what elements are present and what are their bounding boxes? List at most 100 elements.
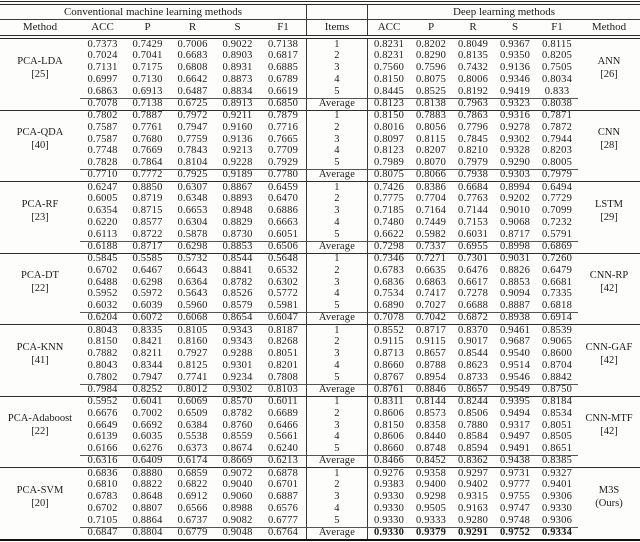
metric-value: 0.9328 xyxy=(499,145,531,157)
metric-value: 0.6702 xyxy=(87,503,118,514)
metric-value: 0.8606 xyxy=(373,408,405,419)
metric-value: 0.6166 xyxy=(87,443,118,455)
metric-value: 0.8674 xyxy=(222,443,253,455)
method-cell-right: CNN-MTF [42] xyxy=(578,397,640,456)
metric-value: 0.9302 xyxy=(499,134,531,145)
metric-value: 0.6737 xyxy=(177,515,208,526)
metric-value: 0.8760 xyxy=(222,420,253,431)
metric-value: 0.6240 xyxy=(267,443,299,455)
metric-value: 0.9540 xyxy=(499,348,531,360)
item-number: 4 xyxy=(306,288,368,301)
metric-value: 0.6276 xyxy=(132,443,163,455)
average-value: 0.7979 xyxy=(536,169,578,181)
metric-value: 0.6684 xyxy=(457,182,489,193)
metric-value: 0.8105 xyxy=(177,325,208,336)
metric-value: 0.6354 xyxy=(87,205,118,217)
item-number: 2 xyxy=(306,479,368,492)
metric-value: 0.7843 xyxy=(177,145,208,157)
average-value: 0.8998 xyxy=(494,240,536,253)
metric-value: 0.8807 xyxy=(132,503,163,514)
average-value: 0.6869 xyxy=(536,240,578,253)
metric-value: 0.6509 xyxy=(177,408,208,419)
metric-value: 0.8579 xyxy=(222,300,253,312)
metric-value: 0.8584 xyxy=(457,431,489,443)
col-header-p-left: P xyxy=(144,21,151,33)
metric-value: 0.7429 xyxy=(132,39,163,50)
metric-value: 0.5952 xyxy=(87,288,118,300)
metric-value: 0.8570 xyxy=(222,396,253,408)
metric-value: 0.7775 xyxy=(373,193,405,205)
average-value: 0.8669 xyxy=(215,455,260,467)
metric-value: 0.7979 xyxy=(457,157,489,169)
metric-value: 0.9333 xyxy=(415,515,447,526)
metric-value: 0.9327 xyxy=(541,468,573,479)
metric-value: 0.6913 xyxy=(132,86,163,97)
metric-value: 0.8954 xyxy=(415,372,447,383)
metric-value: 0.7880 xyxy=(457,420,489,431)
metric-value: 0.6789 xyxy=(267,74,299,85)
metric-value: 0.7164 xyxy=(415,205,447,217)
metric-value: 0.6642 xyxy=(177,74,208,85)
metric-value: 0.6113 xyxy=(87,229,118,240)
metric-value: 0.5972 xyxy=(132,288,163,300)
metric-value: 0.7560 xyxy=(373,62,405,74)
average-value: 0.6779 xyxy=(170,526,215,539)
header-columns-row: Method ACC P R S F1 Items ACC P R S F1 M… xyxy=(0,20,640,35)
metric-value: 0.8231 xyxy=(373,50,405,62)
method-ref: [22] xyxy=(31,426,49,438)
metric-value: 0.7669 xyxy=(132,145,163,157)
metric-value: 0.6384 xyxy=(177,420,208,431)
average-value: 0.6725 xyxy=(170,97,215,110)
metric-value: 0.7864 xyxy=(132,157,163,169)
metric-value: 0.7534 xyxy=(373,288,405,300)
metric-value: 0.8826 xyxy=(499,265,531,276)
metric-value: 0.9290 xyxy=(499,157,531,169)
header-bottom-rule xyxy=(0,35,640,39)
item-number: 5 xyxy=(306,515,368,527)
metric-value: 0.8834 xyxy=(222,86,253,97)
metric-value: 0.6031 xyxy=(457,229,489,240)
item-number: 5 xyxy=(306,86,368,98)
average-value: 0.6409 xyxy=(125,455,170,467)
metric-value: 0.7596 xyxy=(415,62,447,74)
method-name: PCA-RF xyxy=(21,198,59,210)
average-value: 0.6872 xyxy=(452,312,494,324)
metric-value: 0.9315 xyxy=(457,491,489,503)
metric-value: 0.9748 xyxy=(499,515,531,526)
item-number: 1 xyxy=(306,325,368,337)
metric-value: 0.8211 xyxy=(132,348,163,360)
metric-value: 0.7808 xyxy=(267,372,299,383)
metric-value: 0.6885 xyxy=(267,62,299,74)
metric-value: 0.8115 xyxy=(542,39,572,50)
metric-value: 0.7704 xyxy=(415,193,447,205)
method-name: PCA-Adaboost xyxy=(7,413,73,425)
metric-value: 0.6470 xyxy=(267,193,299,205)
metric-value: 0.7802 xyxy=(87,110,118,122)
metric-value: 0.9068 xyxy=(499,217,531,228)
item-number: 5 xyxy=(306,372,368,384)
average-value: 0.8385 xyxy=(536,455,578,467)
metric-value: 0.8850 xyxy=(132,182,163,193)
metric-value: 0.8049 xyxy=(457,39,489,50)
method-cell-left: PCA-DT [22] xyxy=(0,254,80,313)
metric-value: 0.8268 xyxy=(267,336,299,348)
col-header-acc-left: ACC xyxy=(91,21,114,33)
item-number: 1 xyxy=(306,39,368,51)
metric-value: 0.8201 xyxy=(267,360,299,371)
method-ref: [28] xyxy=(600,140,618,152)
metric-value: 0.8043 xyxy=(87,360,118,371)
metric-value: 0.6617 xyxy=(457,277,489,288)
metric-value: 0.8135 xyxy=(457,50,489,62)
method-ref: [25] xyxy=(31,68,49,80)
metric-value: 0.6887 xyxy=(267,491,299,503)
method-cell-right: M3S (Ours) xyxy=(578,468,640,527)
metric-value: 0.8544 xyxy=(222,253,253,265)
average-value: 0.6850 xyxy=(260,97,306,110)
method-name: CNN-MTF xyxy=(585,413,633,425)
metric-value: 0.8210 xyxy=(457,145,489,157)
metric-value: 0.8841 xyxy=(222,265,253,276)
metric-value: 0.8386 xyxy=(415,182,447,193)
metric-value: 0.7729 xyxy=(541,193,573,205)
method-name: ANN xyxy=(597,55,621,67)
